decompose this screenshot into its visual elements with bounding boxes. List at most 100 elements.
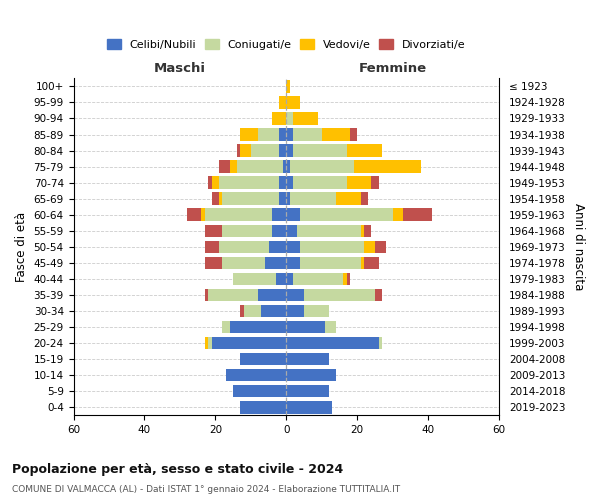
Bar bbox=[208, 176, 212, 189]
Bar bbox=[361, 256, 364, 269]
Bar bbox=[219, 192, 223, 205]
Bar bbox=[361, 224, 364, 237]
Text: COMUNE DI VALMACCA (AL) - Dati ISTAT 1° gennaio 2024 - Elaborazione TUTTITALIA.I: COMUNE DI VALMACCA (AL) - Dati ISTAT 1° … bbox=[12, 485, 400, 494]
Bar bbox=[240, 128, 258, 141]
Bar bbox=[212, 176, 219, 189]
Bar bbox=[286, 160, 290, 173]
Bar bbox=[286, 96, 301, 108]
Bar bbox=[283, 160, 286, 173]
Bar bbox=[223, 224, 272, 237]
Bar bbox=[275, 272, 286, 285]
Bar bbox=[240, 401, 286, 413]
Bar bbox=[205, 288, 208, 301]
Bar bbox=[304, 288, 375, 301]
Bar bbox=[219, 240, 269, 253]
Bar bbox=[223, 321, 230, 334]
Bar bbox=[364, 256, 379, 269]
Bar bbox=[187, 208, 201, 221]
Bar bbox=[205, 208, 272, 221]
Bar bbox=[205, 337, 208, 349]
Bar bbox=[286, 385, 329, 398]
Bar bbox=[272, 208, 286, 221]
Bar bbox=[286, 80, 290, 92]
Bar bbox=[286, 192, 290, 205]
Bar bbox=[262, 304, 286, 317]
Bar bbox=[205, 256, 223, 269]
Y-axis label: Anni di nascita: Anni di nascita bbox=[572, 203, 585, 290]
Bar bbox=[286, 144, 293, 157]
Bar bbox=[347, 144, 382, 157]
Bar bbox=[233, 272, 275, 285]
Bar bbox=[286, 176, 293, 189]
Bar bbox=[240, 144, 251, 157]
Bar bbox=[364, 224, 371, 237]
Bar bbox=[293, 112, 318, 124]
Bar bbox=[371, 176, 379, 189]
Bar bbox=[244, 304, 262, 317]
Bar bbox=[258, 288, 286, 301]
Bar bbox=[297, 224, 361, 237]
Bar bbox=[219, 176, 279, 189]
Bar bbox=[208, 337, 212, 349]
Bar bbox=[347, 272, 350, 285]
Bar bbox=[301, 240, 364, 253]
Bar bbox=[279, 144, 286, 157]
Bar bbox=[353, 160, 421, 173]
Bar bbox=[286, 256, 301, 269]
Text: Femmine: Femmine bbox=[359, 62, 427, 75]
Bar bbox=[212, 337, 286, 349]
Bar bbox=[219, 160, 230, 173]
Bar bbox=[236, 144, 240, 157]
Bar bbox=[240, 304, 244, 317]
Bar bbox=[293, 176, 347, 189]
Text: Popolazione per età, sesso e stato civile - 2024: Popolazione per età, sesso e stato civil… bbox=[12, 462, 343, 475]
Bar bbox=[212, 192, 219, 205]
Bar bbox=[251, 144, 279, 157]
Bar bbox=[301, 208, 392, 221]
Bar bbox=[223, 192, 279, 205]
Bar bbox=[279, 128, 286, 141]
Bar bbox=[290, 160, 353, 173]
Bar bbox=[293, 128, 322, 141]
Bar bbox=[403, 208, 432, 221]
Bar bbox=[286, 224, 297, 237]
Bar bbox=[205, 240, 219, 253]
Bar bbox=[279, 96, 286, 108]
Bar bbox=[286, 401, 332, 413]
Bar bbox=[379, 337, 382, 349]
Bar bbox=[208, 288, 258, 301]
Bar bbox=[301, 256, 361, 269]
Bar bbox=[240, 353, 286, 366]
Bar bbox=[286, 353, 329, 366]
Bar bbox=[265, 256, 286, 269]
Bar bbox=[286, 369, 336, 382]
Bar bbox=[201, 208, 205, 221]
Bar bbox=[322, 128, 350, 141]
Bar bbox=[286, 288, 304, 301]
Bar bbox=[230, 160, 236, 173]
Bar bbox=[286, 304, 304, 317]
Bar bbox=[286, 128, 293, 141]
Bar bbox=[230, 321, 286, 334]
Bar bbox=[290, 192, 336, 205]
Bar bbox=[286, 337, 379, 349]
Bar bbox=[269, 240, 286, 253]
Bar bbox=[304, 304, 329, 317]
Bar bbox=[272, 112, 286, 124]
Bar bbox=[293, 272, 343, 285]
Legend: Celibi/Nubili, Coniugati/e, Vedovi/e, Divorziati/e: Celibi/Nubili, Coniugati/e, Vedovi/e, Di… bbox=[105, 36, 467, 52]
Bar bbox=[286, 112, 293, 124]
Bar bbox=[286, 272, 293, 285]
Text: Maschi: Maschi bbox=[154, 62, 206, 75]
Bar bbox=[325, 321, 336, 334]
Bar bbox=[286, 321, 325, 334]
Bar bbox=[205, 224, 223, 237]
Bar bbox=[226, 369, 286, 382]
Bar bbox=[272, 224, 286, 237]
Bar bbox=[350, 128, 357, 141]
Bar bbox=[343, 272, 347, 285]
Bar bbox=[258, 128, 279, 141]
Bar bbox=[286, 240, 301, 253]
Bar bbox=[392, 208, 403, 221]
Bar bbox=[286, 208, 301, 221]
